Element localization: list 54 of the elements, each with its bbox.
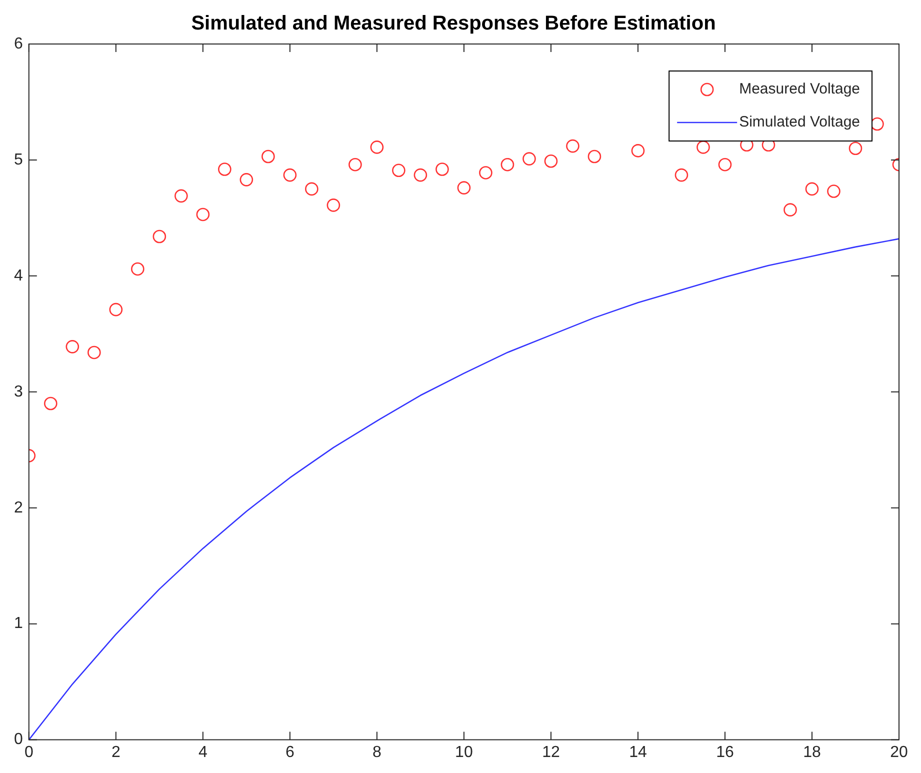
point: [522, 152, 536, 166]
point: [784, 203, 797, 216]
point: [196, 208, 210, 222]
y-tick-label: 2: [14, 499, 23, 516]
y-tick-label: 5: [14, 151, 23, 168]
x-tick-label: 2: [111, 744, 120, 761]
point: [674, 168, 688, 182]
point: [414, 168, 428, 182]
x-tick-label: 8: [372, 744, 382, 761]
point: [544, 154, 558, 168]
point: [588, 150, 602, 164]
x-tick-label: 20: [890, 744, 908, 761]
x-tick-label: 12: [542, 744, 560, 761]
point: [131, 262, 144, 276]
point: [805, 182, 819, 196]
y-tick-label: 4: [14, 267, 23, 284]
point: [218, 162, 232, 176]
y-tick-label: 3: [14, 383, 23, 400]
point: [370, 140, 384, 154]
x-tick-label: 16: [716, 744, 734, 761]
point: [392, 164, 406, 178]
y-tick-label: 1: [14, 615, 23, 632]
point: [262, 150, 275, 164]
point: [305, 182, 318, 196]
point: [500, 158, 514, 172]
x-tick-label: 14: [629, 744, 647, 761]
point: [696, 140, 710, 154]
point: [348, 158, 362, 172]
point: [240, 173, 254, 186]
legend-label: Measured Voltage: [739, 80, 860, 98]
y-tick-label: 0: [14, 731, 23, 748]
legend-label: Simulated Voltage: [739, 114, 860, 131]
x-tick-label: 6: [285, 744, 294, 761]
point: [152, 230, 166, 244]
point: [88, 346, 101, 360]
chart-title: Simulated and Measured Responses Before Estimation: [191, 12, 716, 35]
point: [718, 158, 732, 172]
point: [827, 184, 840, 198]
point: [848, 142, 862, 156]
point: [457, 181, 471, 194]
point: [436, 162, 449, 176]
x-tick-label: 4: [198, 744, 208, 761]
point: [44, 396, 58, 410]
point: [479, 166, 492, 180]
point: [283, 168, 297, 182]
point: [109, 302, 123, 316]
point: [66, 340, 80, 354]
point: [326, 198, 340, 212]
x-tick-label: 10: [455, 744, 473, 761]
y-tick-label: 6: [14, 35, 23, 52]
x-tick-label: 18: [803, 744, 821, 761]
point: [174, 189, 188, 203]
point: [631, 144, 645, 158]
point: [566, 139, 580, 153]
